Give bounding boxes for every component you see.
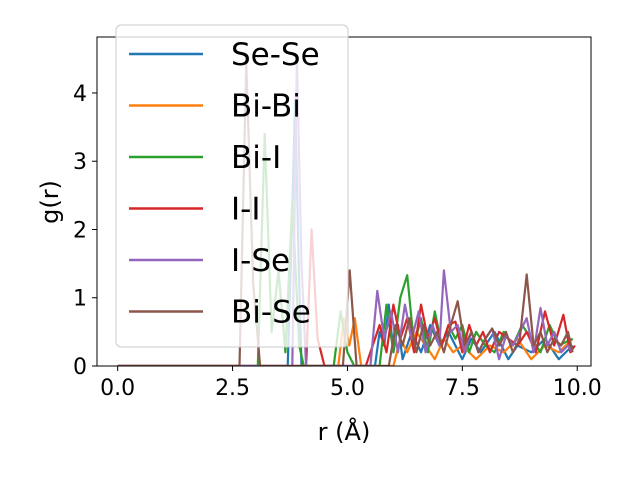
- legend-label: I-I: [231, 192, 260, 228]
- series-line-bi-se: [117, 61, 574, 366]
- x-tick-label: 5.0: [330, 376, 365, 401]
- y-tick-label: 3: [73, 150, 87, 175]
- x-tick-label: 2.5: [215, 376, 250, 401]
- y-axis: 0 1 2 3 4: [73, 82, 97, 380]
- x-tick-label: 7.5: [445, 376, 480, 401]
- x-axis: 0.0 2.5 5.0 7.5 10.0: [100, 366, 602, 401]
- y-axis-label: g(r): [36, 180, 64, 224]
- legend-label: Bi-Bi: [231, 89, 301, 125]
- legend: Se-Se Bi-Bi Bi-I I-I I-Se Bi-Se: [115, 24, 349, 348]
- y-tick-label: 4: [73, 82, 87, 107]
- legend-label: I-Se: [231, 243, 290, 279]
- x-axis-label: r (Å): [318, 417, 371, 446]
- legend-label: Se-Se: [231, 37, 320, 73]
- legend-label: Bi-Se: [231, 295, 311, 331]
- x-tick-label: 10.0: [553, 376, 602, 401]
- x-tick-label: 0.0: [100, 376, 135, 401]
- y-tick-label: 2: [73, 218, 87, 243]
- legend-label: Bi-I: [231, 140, 281, 176]
- y-tick-label: 0: [73, 355, 87, 380]
- y-tick-label: 1: [73, 287, 87, 312]
